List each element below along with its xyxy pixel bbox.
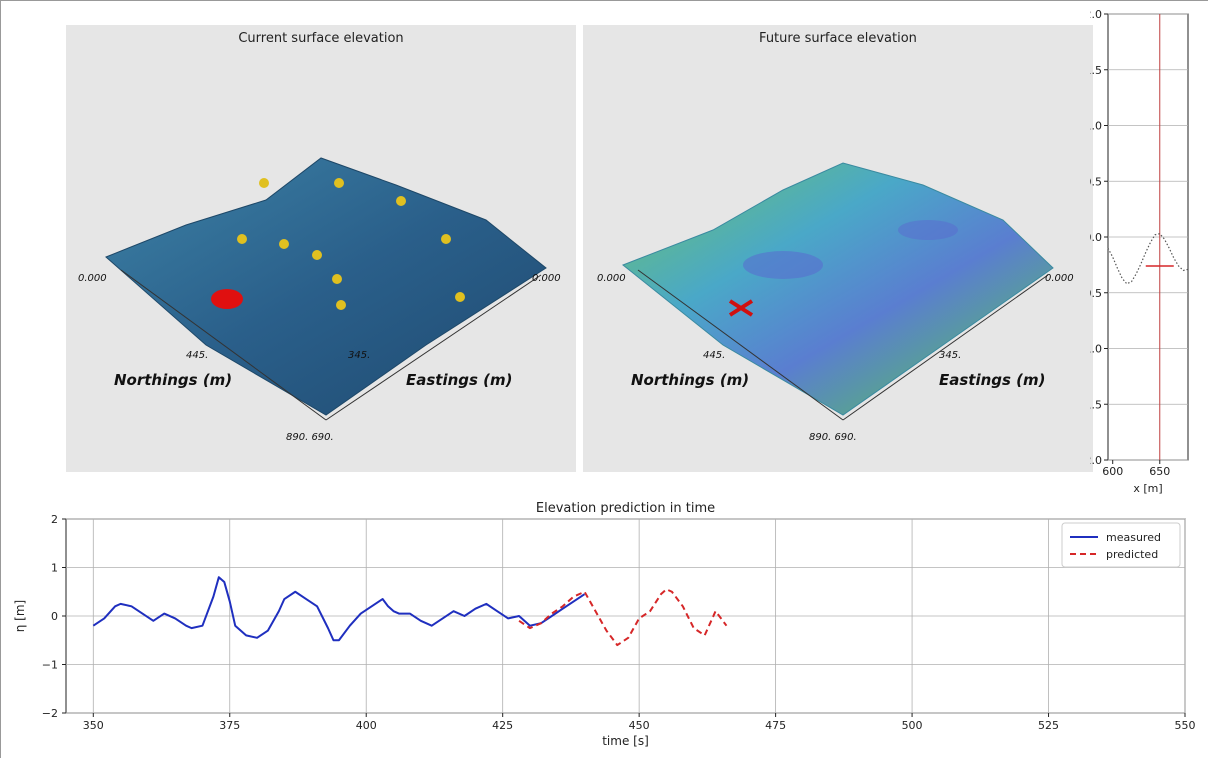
current-surface-plot	[105, 157, 547, 421]
tick-north-mid: 445.	[703, 350, 726, 361]
x-tick-label: 650	[1149, 465, 1170, 478]
tick-north-mid: 445.	[186, 350, 209, 361]
tick-east-mid: 345.	[348, 350, 371, 361]
y-tick-label: 0	[51, 610, 58, 623]
probe-dot	[237, 234, 247, 244]
y-tick-label: 2	[51, 513, 58, 526]
future-surface-panel: Future surface elevation 0.000 0.000 445…	[583, 25, 1093, 472]
y-tick-label: 0.0	[1090, 231, 1102, 244]
current-surface-panel: Current surface elevation 0.000 0.000 44…	[66, 25, 576, 472]
legend-box	[1061, 522, 1181, 568]
target-cross-marker	[728, 299, 754, 317]
northings-label: Northings (m)	[631, 371, 750, 389]
eastings-label: Eastings (m)	[939, 371, 1046, 389]
y-axis-label: η [m]	[13, 600, 27, 632]
elevation-time-chart: Elevation prediction in time −2 −1 0 1 2 350 37…	[13, 501, 1196, 748]
probe-dot	[312, 250, 322, 260]
target-location-marker	[211, 289, 243, 309]
x-tick-label: 550	[1175, 719, 1196, 732]
future-surface-plot	[622, 162, 1054, 421]
northings-label: Northings (m)	[114, 371, 233, 389]
surface-trough	[898, 220, 958, 240]
x-tick-label: 350	[83, 719, 104, 732]
y-tick-label: −2.0	[1090, 454, 1102, 467]
tick-corner: 890. 690.	[809, 432, 857, 443]
surface-trough	[743, 251, 823, 279]
x-tick-label: 500	[902, 719, 923, 732]
tick-east-mid: 345.	[939, 350, 962, 361]
probe-dot	[259, 178, 269, 188]
probe-dot	[279, 239, 289, 249]
eastings-axis	[325, 274, 542, 421]
legend-label-measured: measured	[1106, 531, 1161, 544]
x-axis-label: x [m]	[1133, 482, 1162, 495]
legend-label-predicted: predicted	[1106, 548, 1158, 561]
probe-dot	[441, 234, 451, 244]
x-tick-label: 475	[765, 719, 786, 732]
surface-mesh	[105, 157, 547, 416]
y-tick-label: 2.0	[1090, 8, 1102, 21]
y-tick-label: −1	[42, 659, 58, 672]
y-tick-label: 1.0	[1090, 120, 1102, 133]
x-tick-label: 400	[356, 719, 377, 732]
probe-dot	[336, 300, 346, 310]
measured-series	[92, 576, 586, 642]
northings-axis	[120, 269, 327, 421]
tick-right-zero: 0.000	[532, 273, 561, 284]
profile-series	[1107, 232, 1189, 285]
probe-dot	[334, 178, 344, 188]
y-tick-label: 1	[51, 562, 58, 575]
x-tick-label: 375	[219, 719, 240, 732]
tick-corner: 890. 690.	[286, 432, 334, 443]
future-surface-title: Future surface elevation	[759, 31, 917, 46]
tick-right-zero: 0.000	[1045, 273, 1074, 284]
y-tick-label: −2	[42, 707, 58, 720]
x-axis-label: time [s]	[602, 734, 649, 748]
eastings-axis	[842, 274, 1049, 421]
probe-dot	[332, 274, 342, 284]
northings-axis	[637, 269, 844, 421]
y-tick-label: −1.0	[1090, 343, 1102, 356]
x-tick-label: 450	[629, 719, 650, 732]
y-tick-label: −0.5	[1090, 287, 1102, 300]
x-tick-label: 600	[1102, 465, 1123, 478]
probe-dot	[455, 292, 465, 302]
tick-left-zero: 0.000	[597, 273, 626, 284]
chart-title: Elevation prediction in time	[536, 501, 715, 516]
x-tick-label: 425	[492, 719, 513, 732]
tick-left-zero: 0.000	[78, 273, 107, 284]
y-tick-label: −1.5	[1090, 398, 1102, 411]
current-surface-title: Current surface elevation	[238, 31, 404, 46]
eastings-label: Eastings (m)	[406, 371, 513, 389]
y-tick-label: 0.5	[1090, 175, 1102, 188]
probe-dot	[396, 196, 406, 206]
predicted-series	[518, 588, 728, 647]
x-tick-label: 525	[1038, 719, 1059, 732]
y-tick-label: 1.5	[1090, 64, 1102, 77]
